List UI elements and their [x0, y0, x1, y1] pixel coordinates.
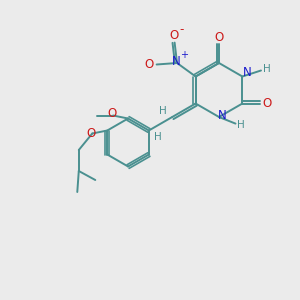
Text: O: O [86, 127, 96, 140]
Text: H: H [262, 64, 270, 74]
Text: O: O [214, 31, 224, 44]
Text: N: N [172, 55, 181, 68]
Text: O: O [107, 107, 116, 120]
Text: N: N [242, 66, 251, 80]
Text: H: H [237, 120, 245, 130]
Text: -: - [180, 23, 184, 36]
Text: N: N [218, 109, 227, 122]
Text: H: H [159, 106, 167, 116]
Text: O: O [262, 97, 272, 110]
Text: O: O [169, 29, 178, 42]
Text: H: H [154, 132, 162, 142]
Text: O: O [145, 58, 154, 71]
Text: +: + [180, 50, 188, 60]
